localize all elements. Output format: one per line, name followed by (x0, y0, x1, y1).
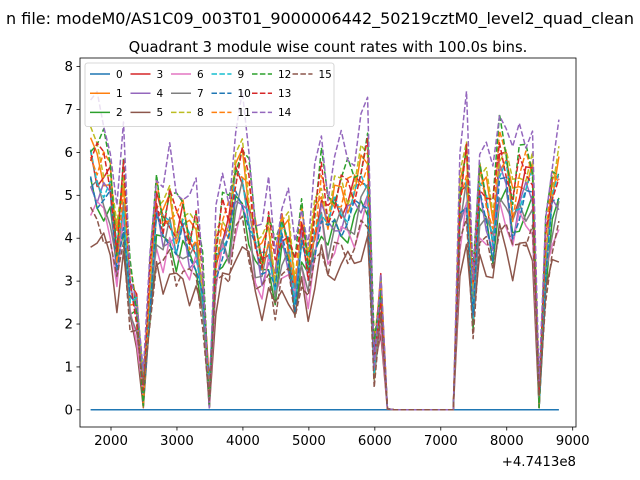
y-tick-label: 4 (65, 232, 73, 247)
y-tick-label: 6 (65, 146, 73, 161)
legend-label-15: 15 (319, 69, 332, 81)
series-line-8 (89, 126, 560, 411)
legend-label-12: 12 (278, 69, 291, 81)
series-line-15 (89, 206, 560, 411)
series-line-13 (89, 137, 560, 411)
plot-area: 2000 3000 4000 5000 6000 7000 8000 900001234567… (65, 57, 590, 449)
legend-label-5: 5 (157, 107, 164, 119)
legend-label-11: 11 (238, 107, 251, 119)
x-tick-label: 2000 (94, 434, 128, 449)
x-tick-label: 9000 (556, 434, 590, 449)
legend-label-14: 14 (278, 107, 292, 119)
x-offset-label: +4.7413e8 (502, 455, 576, 470)
y-tick-label: 5 (65, 189, 73, 204)
legend-label-0: 0 (116, 69, 123, 81)
series-line-14 (90, 90, 560, 411)
legend-label-9: 9 (238, 69, 245, 81)
x-tick-label: 6000 (358, 434, 392, 449)
legend-box (84, 62, 335, 127)
y-tick-label: 2 (65, 318, 73, 333)
legend-label-2: 2 (116, 107, 123, 119)
x-tick-label: 5000 (292, 434, 326, 449)
x-tick-label: 4000 (226, 434, 260, 449)
legend-label-10: 10 (238, 88, 251, 100)
legend-label-4: 4 (157, 88, 164, 100)
y-tick-label: 3 (65, 275, 73, 290)
series-line-5 (90, 222, 560, 411)
axes-frame (79, 57, 577, 428)
x-tick-label: 7000 (424, 434, 458, 449)
legend-label-13: 13 (278, 88, 291, 100)
figure-suptitle: n file: modeM0/AS1C09_003T01_9000006442_… (6, 9, 634, 29)
series-group (89, 90, 560, 411)
legend-label-7: 7 (197, 88, 204, 100)
y-tick-label: 7 (65, 103, 73, 118)
legend-label-1: 1 (116, 88, 123, 100)
x-tick-label: 8000 (490, 434, 524, 449)
y-tick-label: 8 (65, 60, 73, 75)
legend-label-3: 3 (157, 69, 164, 81)
x-tick-label: 3000 (160, 434, 194, 449)
series-line-10 (89, 176, 559, 411)
y-tick-label: 0 (65, 403, 73, 418)
legend-label-6: 6 (197, 69, 204, 81)
y-tick-label: 1 (65, 360, 73, 375)
legend-label-8: 8 (197, 107, 204, 119)
chart-title: Quadrant 3 module wise count rates with … (129, 39, 528, 56)
